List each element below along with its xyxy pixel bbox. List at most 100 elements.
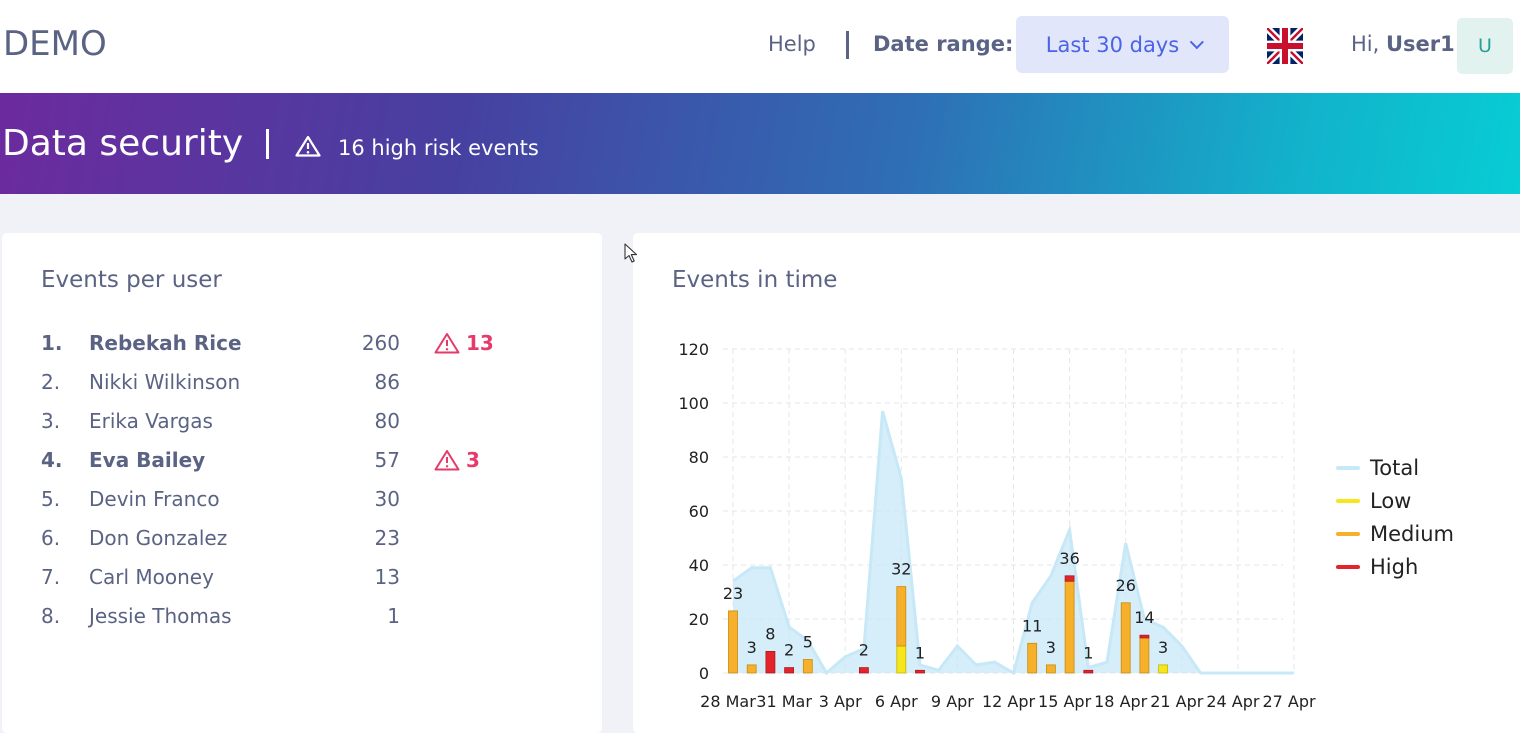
bar-value-label: 8: [765, 624, 775, 643]
bar-high: [1139, 634, 1150, 639]
user-rank: 1.: [41, 331, 63, 355]
greeting-text: Hi,: [1351, 32, 1380, 56]
bar-medium: [746, 664, 757, 674]
user-greeting: Hi, User1: [1351, 32, 1455, 56]
user-event-count: 13: [374, 565, 400, 589]
series-line-total: [732, 410, 1294, 676]
app-logo[interactable]: DEMO: [3, 24, 107, 64]
user-rank: 3.: [41, 409, 61, 433]
user-row[interactable]: 6. Don Gonzalez 23: [41, 526, 561, 556]
bar-medium: [1120, 602, 1131, 674]
user-row[interactable]: 5. Devin Franco 30: [41, 487, 561, 517]
x-tick-label: 12 Apr: [982, 692, 1036, 711]
bar-value-label: 14: [1134, 608, 1154, 627]
bar-value-label: 32: [891, 560, 911, 579]
date-range-value: Last 30 days: [1045, 32, 1180, 57]
mouse-cursor-icon: [624, 243, 638, 263]
banner-divider: [266, 129, 269, 159]
legend-label-total: Total: [1370, 456, 1420, 480]
x-tick-label: 9 Apr: [931, 692, 974, 711]
help-link[interactable]: Help: [768, 32, 816, 56]
series-area-total: [733, 411, 1294, 673]
x-tick-label: 6 Apr: [875, 692, 918, 711]
bar-medium: [728, 610, 738, 674]
bar-high: [1083, 669, 1094, 674]
legend-label-medium: Medium: [1370, 522, 1454, 546]
y-tick-label: 20: [689, 610, 709, 629]
bar-high: [784, 667, 795, 674]
high-risk-events-count[interactable]: 16 high risk events: [338, 136, 539, 160]
user-event-count: 260: [361, 331, 400, 355]
bar-value-label: 11: [1022, 616, 1042, 635]
legend-item-high[interactable]: High: [1336, 554, 1418, 580]
user-row[interactable]: 4. Eva Bailey 57 3: [41, 448, 561, 478]
user-name: Devin Franco: [89, 487, 220, 511]
user-row[interactable]: 7. Carl Mooney 13: [41, 565, 561, 595]
user-row[interactable]: 3. Erika Vargas 80: [41, 409, 561, 439]
user-event-count: 23: [374, 526, 400, 550]
user-rank: 2.: [41, 370, 61, 394]
date-range-dropdown[interactable]: Last 30 days: [1016, 16, 1229, 73]
bar-medium: [1064, 580, 1075, 674]
bar-value-label: 5: [803, 633, 813, 652]
x-tick-label: 18 Apr: [1094, 692, 1148, 711]
user-name: Rebekah Rice: [89, 331, 242, 355]
user-event-count: 57: [374, 448, 400, 472]
user-rank: 8.: [41, 604, 61, 628]
bar-medium: [802, 659, 813, 674]
bar-high: [765, 650, 776, 674]
user-rank: 4.: [41, 448, 63, 472]
bar-value-label: 2: [859, 641, 869, 660]
legend-item-total[interactable]: Total: [1336, 455, 1419, 481]
x-tick-label: 27 Apr: [1262, 692, 1316, 711]
x-tick-label: 28 Mar: [700, 692, 756, 711]
bar-value-label: 26: [1116, 576, 1136, 595]
user-row[interactable]: 2. Nikki Wilkinson 86: [41, 370, 561, 400]
header-divider: [846, 31, 849, 59]
bar-high: [858, 667, 869, 674]
y-tick-label: 100: [678, 394, 709, 413]
uk-flag-icon[interactable]: [1267, 28, 1303, 64]
user-name: Erika Vargas: [89, 409, 213, 433]
legend-swatch-total: [1336, 466, 1360, 470]
date-range-label: Date range:: [873, 32, 1014, 56]
user-name: Eva Bailey: [89, 448, 206, 472]
top-bar: DEMO Help Date range: Last 30 days Hi, U…: [0, 0, 1520, 93]
x-tick-label: 21 Apr: [1150, 692, 1204, 711]
bar-value-label: 1: [1083, 643, 1093, 662]
legend-item-low[interactable]: Low: [1336, 488, 1411, 514]
user-row[interactable]: 1. Rebekah Rice 260 13: [41, 331, 561, 361]
page-title: Data security: [2, 123, 244, 164]
bar-value-label: 23: [723, 584, 743, 603]
user-event-count: 80: [374, 409, 400, 433]
user-risk-badge[interactable]: 13: [434, 331, 494, 355]
bar-value-label: 1: [915, 643, 925, 662]
legend-swatch-medium: [1336, 532, 1360, 536]
events-in-time-card: Events in time 0 20 40 60 80 100 120 28 Mar 31 M…: [633, 233, 1520, 733]
bar-high: [915, 669, 925, 674]
bar-medium: [896, 586, 907, 647]
user-name: Jessie Thomas: [89, 604, 232, 628]
x-tick-label: 24 Apr: [1206, 692, 1260, 711]
bar-low: [1158, 664, 1168, 674]
user-rank: 6.: [41, 526, 61, 550]
legend-swatch-high: [1336, 565, 1360, 569]
y-tick-label: 80: [689, 448, 709, 467]
user-name: Nikki Wilkinson: [89, 370, 241, 394]
card-title-events-in-time: Events in time: [672, 267, 838, 293]
x-tick-label: 3 Apr: [819, 692, 862, 711]
avatar[interactable]: U: [1457, 18, 1513, 74]
user-row[interactable]: 8. Jessie Thomas 1: [41, 604, 561, 634]
bar-low: [896, 645, 907, 674]
chevron-down-icon: [1189, 34, 1205, 49]
user-event-count: 1: [387, 604, 400, 628]
bar-value-label: 3: [1158, 638, 1168, 657]
user-risk-badge[interactable]: 3: [434, 448, 480, 472]
events-per-user-card: Events per user 1. Rebekah Rice 260 13 2. Nik…: [2, 233, 602, 733]
legend-item-medium[interactable]: Medium: [1336, 521, 1454, 547]
user-event-count: 30: [374, 487, 400, 511]
user-name: User1: [1386, 32, 1455, 56]
warning-triangle-icon: [434, 333, 460, 354]
bar-high: [1064, 575, 1075, 582]
y-tick-label: 0: [699, 664, 709, 683]
